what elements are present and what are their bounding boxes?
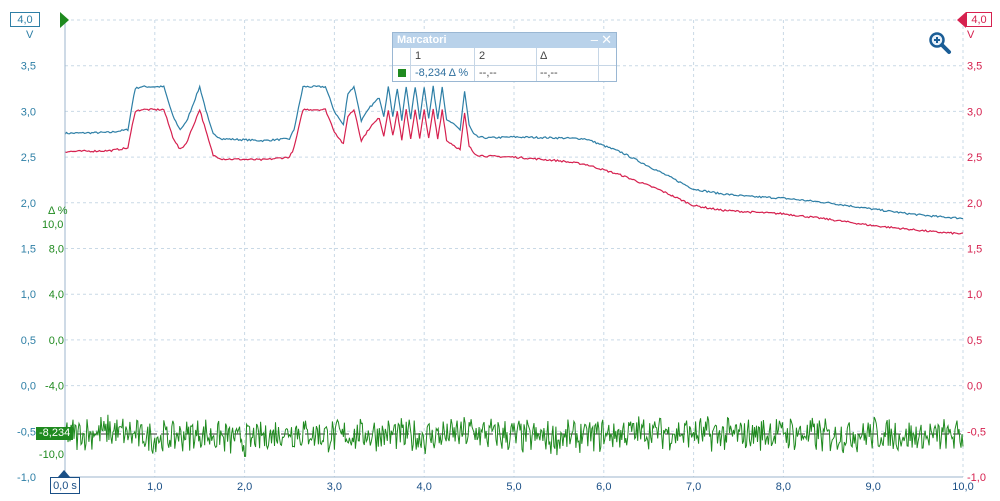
math-tick-label: 0,0: [49, 335, 64, 347]
y-left-tick-label: 1,0: [21, 289, 36, 301]
channel-b-arrow-icon: [957, 12, 966, 28]
magnifier-zoom-icon[interactable]: [928, 31, 952, 55]
y-right-tick-label: 3,5: [967, 61, 982, 73]
minimize-icon[interactable]: –: [590, 32, 598, 47]
markers-panel[interactable]: Marcatori – ✕ 1 2 Δ -8,234 Δ % --,-- --,…: [392, 32, 617, 82]
y-right-tick-label: 2,0: [967, 198, 982, 210]
y-right-tick-label: 0,0: [967, 381, 982, 393]
y-left-tick-label: 2,0: [21, 198, 36, 210]
markers-hline-1: [393, 65, 616, 66]
markers-vline-3: [536, 48, 537, 81]
x-tick-label: 6,0: [596, 481, 611, 493]
y-right-tick-label: -1,0: [967, 472, 986, 484]
y-left-tick-label: 0,5: [21, 335, 36, 347]
marker-col-2: 2: [479, 50, 486, 62]
grid: [64, 19, 964, 478]
x-tick-label: 3,0: [327, 481, 342, 493]
y-left-tick-label: 3,5: [21, 61, 36, 73]
channel-a-unit: V: [26, 29, 34, 41]
time-origin-arrow-icon: [58, 470, 70, 477]
markers-vline-2: [474, 48, 475, 81]
marker-col-1: 1: [415, 50, 422, 62]
y-right-tick-label: -0,5: [967, 426, 986, 438]
math-marker-tag[interactable]: -8,234: [36, 427, 74, 440]
y-right-tick-label: 3,0: [967, 106, 982, 118]
marker-value-2: --,--: [479, 67, 497, 79]
markers-panel-title: Marcatori: [397, 34, 447, 46]
math-tick-label: 8,0: [49, 244, 64, 256]
channel-b-range-box[interactable]: 4,0: [966, 12, 992, 27]
plot-frame: [64, 20, 963, 478]
math-unit: Δ %: [48, 205, 68, 217]
x-tick-label: 2,0: [237, 481, 252, 493]
channel-b-unit: V: [967, 29, 975, 41]
x-tick-label: 9,0: [866, 481, 881, 493]
math-marker-value: -8,234: [39, 427, 71, 439]
x-tick-label: 8,0: [776, 481, 791, 493]
x-tick-label: 5,0: [506, 481, 521, 493]
x-tick-label: 1,0: [147, 481, 162, 493]
series-line-b: [64, 108, 964, 235]
channel-b-range-label: 4,0: [971, 14, 987, 26]
math-top-label: 10,0: [42, 219, 64, 231]
marker-value-delta: --,--: [540, 67, 558, 79]
channel-a-range-label: 4,0: [17, 14, 33, 26]
markers-value-row[interactable]: -8,234 Δ % --,-- --,--: [393, 65, 616, 82]
y-right-tick-label: 0,5: [967, 335, 982, 347]
markers-panel-header[interactable]: Marcatori – ✕: [393, 33, 616, 48]
channel-a-range-box[interactable]: 4,0: [10, 12, 40, 27]
y-right-tick-label: 2,5: [967, 152, 982, 164]
math-tick-label: -4,0: [45, 381, 64, 393]
math-tick-label: 4,0: [49, 289, 64, 301]
y-right-tick-label: 1,5: [967, 244, 982, 256]
marker-col-delta: Δ: [540, 50, 548, 62]
series-layer: [64, 84, 964, 457]
x-tick-label: 7,0: [686, 481, 701, 493]
marker-swatch: [398, 69, 406, 77]
marker-value-1: -8,234 Δ %: [415, 67, 469, 79]
y-left-tick-label: -1,0: [17, 472, 36, 484]
markers-header-row: 1 2 Δ: [393, 48, 616, 65]
x-tick-label: 4,0: [417, 481, 432, 493]
y-left-tick-label: -0,5: [17, 426, 36, 438]
markers-vline-1: [410, 48, 411, 81]
series-line-a: [64, 84, 964, 220]
math-tick-label: -10,0: [39, 449, 64, 461]
y-left-tick-label: 2,5: [21, 152, 36, 164]
x-tick-label: 10,0: [952, 481, 973, 493]
time-origin-box[interactable]: 0,0 s: [50, 477, 80, 494]
tick-labels: 3,5 3,0 2,5 2,0 1,5 1,0 0,5 0,0 -0,5 -1,0 3,5 3,0 2,…: [17, 61, 986, 493]
markers-vline-4: [598, 48, 599, 81]
y-right-tick-label: 1,0: [967, 289, 982, 301]
series-line-math: [64, 414, 964, 457]
y-left-tick-label: 0,0: [21, 381, 36, 393]
y-left-tick-label: 3,0: [21, 106, 36, 118]
channel-a-arrow-icon: [60, 12, 69, 28]
time-origin-label: 0,0 s: [53, 480, 77, 492]
close-icon[interactable]: ✕: [601, 32, 612, 47]
y-left-tick-label: 1,5: [21, 244, 36, 256]
